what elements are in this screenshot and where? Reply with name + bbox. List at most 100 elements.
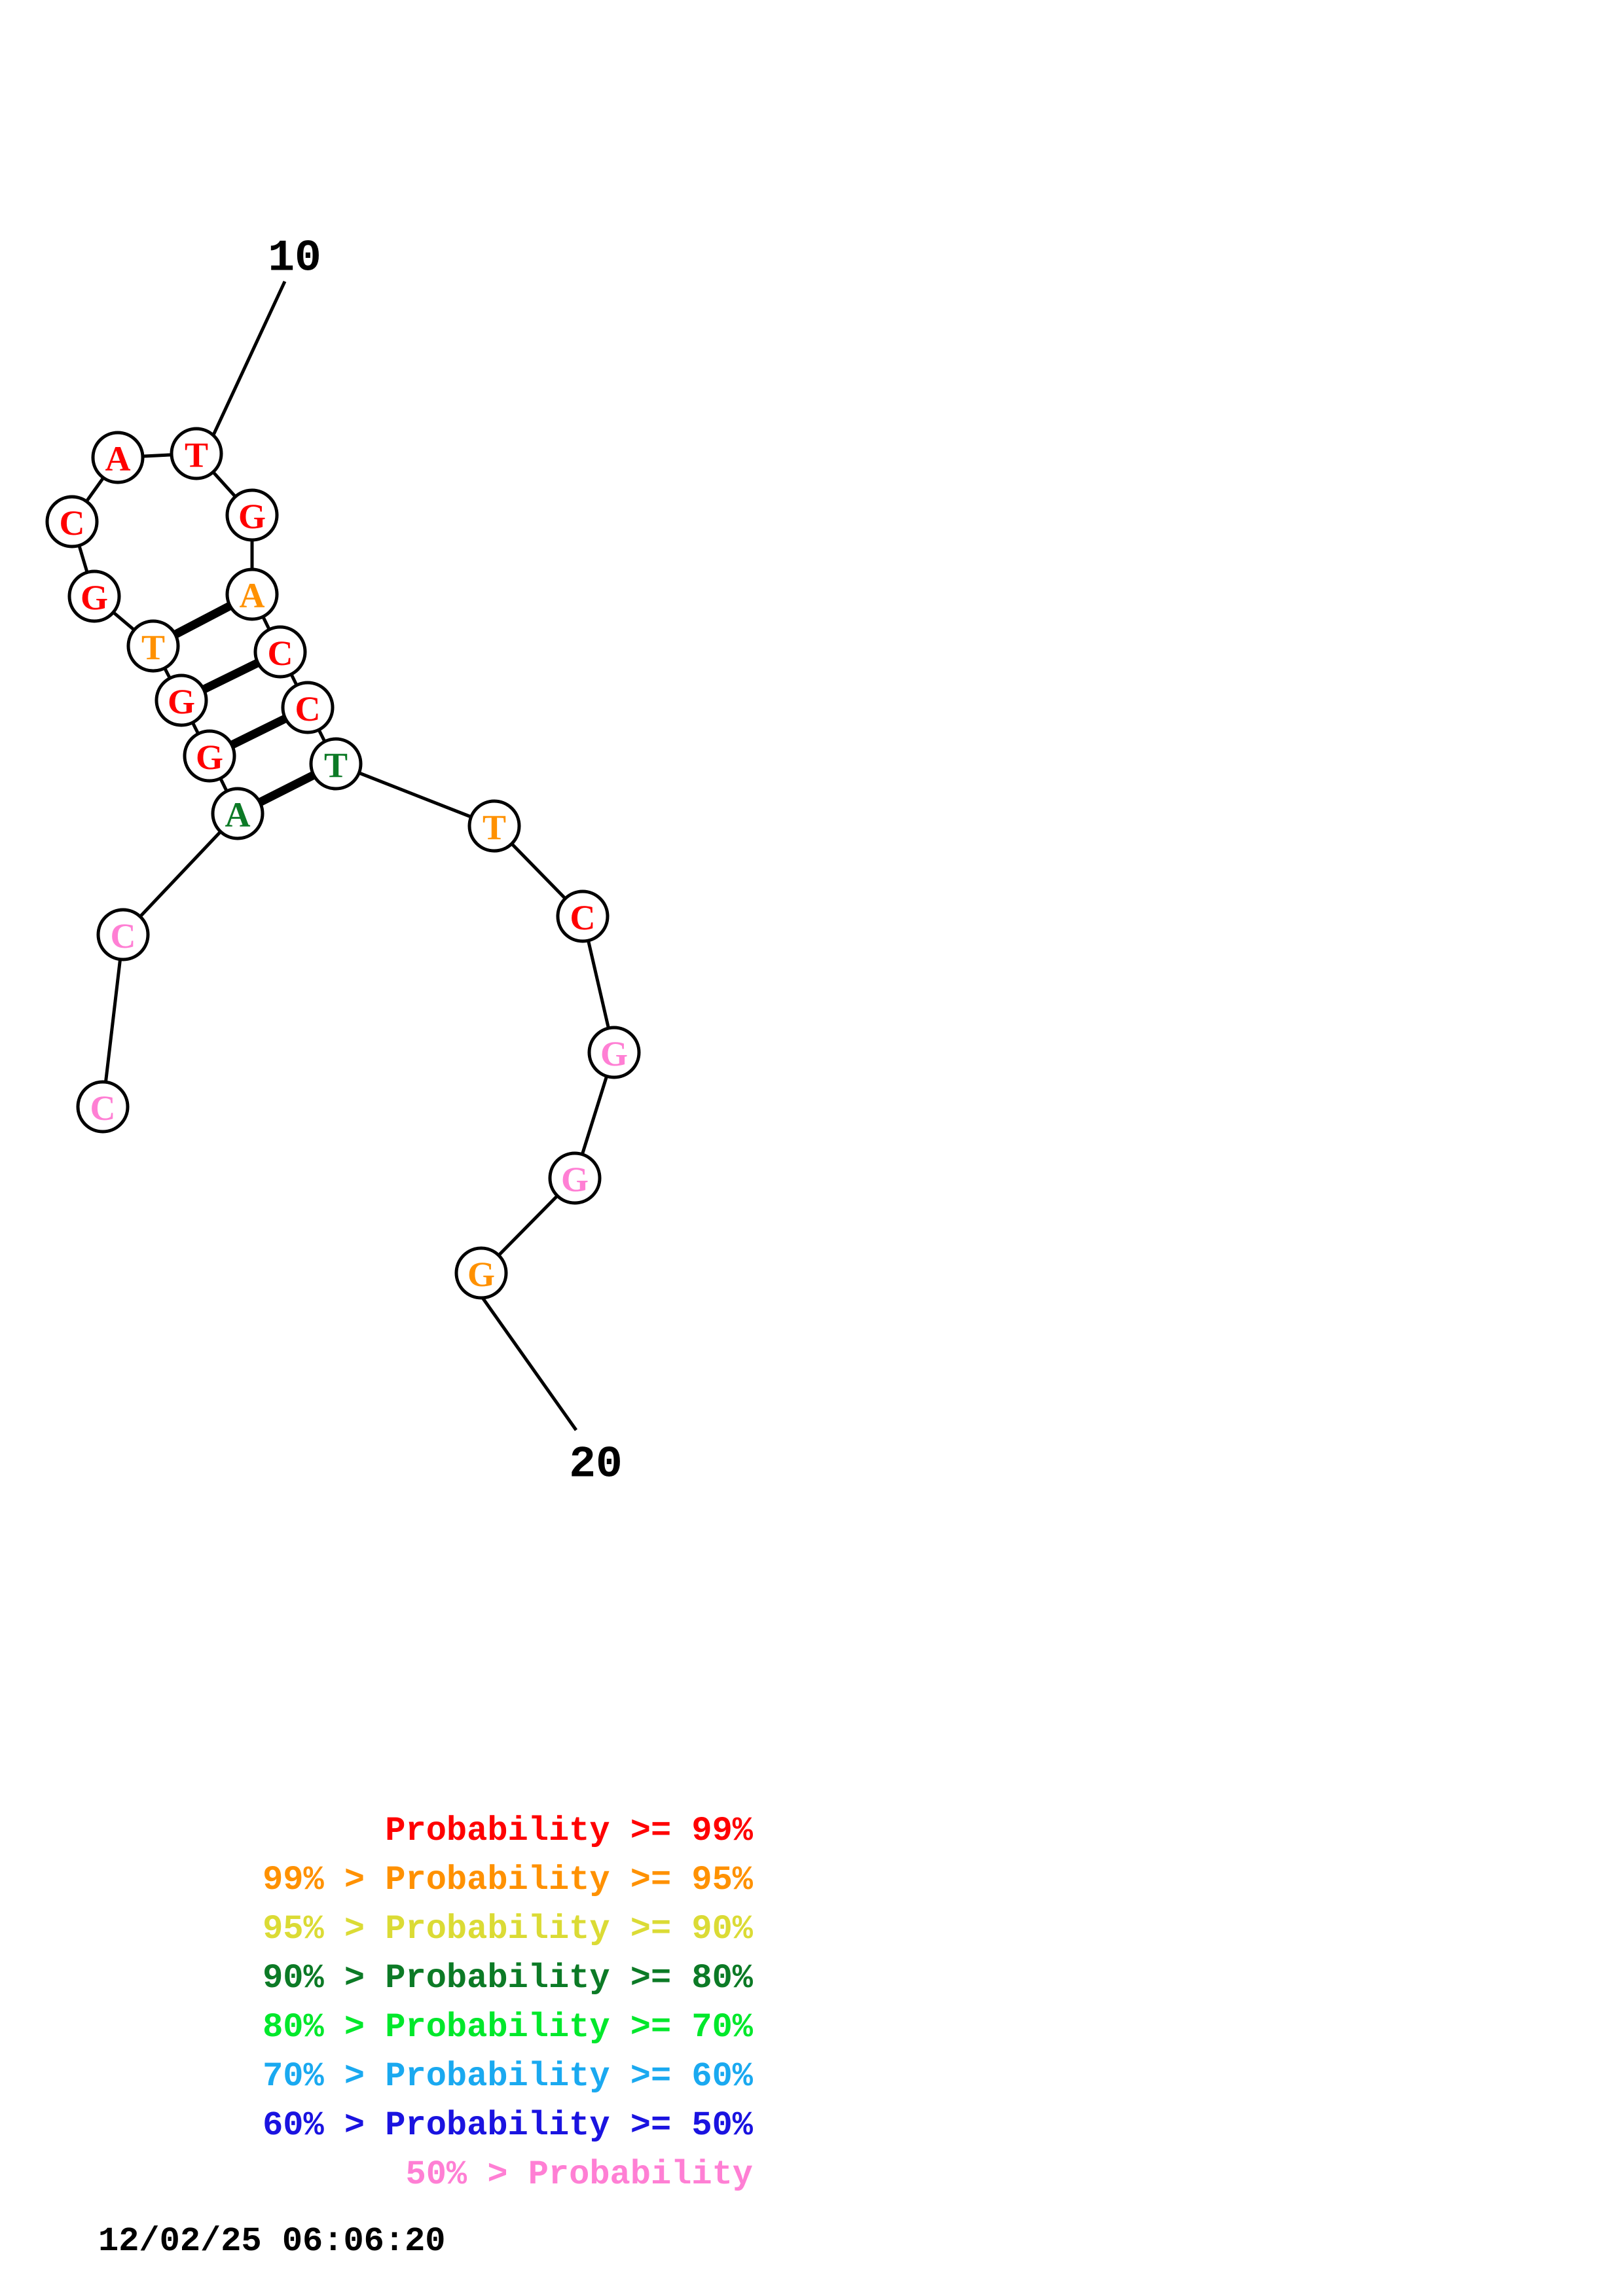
sequence-number-layer: 10 20 [268,234,623,1490]
nucleotide-base-letter: A [225,795,251,834]
nucleotide-circle [45,495,99,548]
nucleotide-node[interactable]: A [91,431,145,484]
backbone-link [219,778,228,792]
backbone-link [580,1075,609,1155]
backbone-link [112,611,136,632]
backbone-layer [77,453,610,1257]
backbone-link [191,721,200,735]
nucleotide-base-letter: C [60,503,85,543]
nucleotide-circle [170,427,223,480]
base-pair-layer [172,601,317,807]
sequence-number-leader-line [479,1295,578,1431]
backbone-link [211,471,237,498]
nucleotide-base-letter: T [324,745,348,785]
nucleotide-circle [587,1026,641,1079]
nucleotide-base-letter: G [81,578,108,617]
nucleotide-circle [281,681,335,734]
backbone-link [85,476,105,503]
nucleotide-node[interactable]: A [225,567,279,621]
nucleotide-node[interactable]: G [183,729,236,783]
nucleotide-node[interactable]: G [587,1026,641,1079]
nucleotide-node[interactable]: C [281,681,335,734]
base-pair-bond [200,658,261,694]
base-pair-bond [228,714,289,749]
nucleotide-node[interactable]: T [170,427,223,480]
nucleotide-base-letter: T [141,628,165,667]
nucleotide-node[interactable]: C [253,625,307,679]
sequence-position-label: 20 [569,1440,623,1490]
nucleotide-circle [556,889,610,943]
nucleotide-base-letter: C [570,898,596,937]
nucleotide-circle [548,1151,602,1205]
nucleotide-base-letter: C [90,1088,116,1128]
nucleotide-circle [126,619,180,673]
nucleotide-circle [211,787,264,840]
legend-row-8: 50% > Probability [405,2155,754,2194]
legend-row-5: 80% > Probability >= 70% [263,2008,753,2047]
nucleotide-node[interactable]: T [309,737,363,791]
nucleotide-base-letter: G [196,738,223,777]
nucleotide-circle [67,569,121,623]
nucleotide-node[interactable]: G [155,673,208,727]
nucleotide-base-letter: C [295,689,321,728]
legend-row-1: Probability >= 99% [385,1812,753,1850]
nucleotide-base-letter: T [483,808,506,847]
nucleotide-base-letter: G [238,497,266,536]
nucleotide-node[interactable]: C [45,495,99,548]
nucleotide-node[interactable]: C [76,1080,130,1134]
nucleotide-node[interactable]: T [467,799,521,853]
nucleotide-circle [467,799,521,853]
backbone-link [77,545,89,573]
nucleotide-node[interactable]: G [67,569,121,623]
nucleotide-circle [454,1246,508,1300]
backbone-link [510,842,567,900]
nucleotide-base-letter: C [111,916,136,956]
base-pair-bond [257,770,317,807]
legend-row-4: 90% > Probability >= 80% [263,1959,753,1998]
nucleotide-base-letter: A [240,576,265,615]
backbone-link [358,771,472,819]
nucleotide-base-letter: G [600,1034,628,1073]
backbone-link [587,940,610,1029]
nucleotide-node[interactable]: C [556,889,610,943]
nucleotide-circle [155,673,208,727]
nucleotide-circle [253,625,307,679]
sequence-position-label: 10 [268,234,321,284]
nucleotide-node[interactable]: T [126,619,180,673]
nucleotide-circle [225,567,279,621]
base-pair-bond [172,601,234,639]
backbone-link [261,616,271,630]
nucleotide-base-letter: G [168,682,195,721]
nucleotide-circle [76,1080,130,1134]
legend-row-7: 60% > Probability >= 50% [263,2106,753,2145]
nucleotide-base-letter: G [561,1160,589,1199]
backbone-link [103,959,122,1083]
nucleotide-circle [183,729,236,783]
nucleotide-node[interactable]: G [454,1246,508,1300]
nucleotide-circle [91,431,145,484]
backbone-link [497,1194,559,1257]
nucleotide-base-letter: T [185,435,208,475]
backbone-link [139,830,222,918]
nucleotide-circle [96,908,150,961]
timestamp-label: 12/02/25 06:06:20 [98,2222,446,2261]
backbone-link [317,728,327,743]
nucleotide-circle [309,737,363,791]
backbone-link [289,673,299,687]
sequence-number-leader-line [205,280,287,450]
legend-row-2: 99% > Probability >= 95% [263,1861,753,1899]
leader-line-layer [205,280,578,1431]
nucleotide-node[interactable]: G [548,1151,602,1205]
nucleotide-base-letter: A [105,439,131,478]
probability-legend: Probability >= 99% 99% > Probability >= 9… [98,1806,753,2199]
backbone-link [142,453,172,458]
backbone-link [163,667,172,679]
nucleotide-base-letter: G [467,1255,495,1294]
nucleotide-node[interactable]: C [96,908,150,961]
nucleotide-base-letter: C [268,634,293,673]
nucleotide-node[interactable]: A [211,787,264,840]
legend-row-3: 95% > Probability >= 90% [263,1910,753,1948]
nucleotide-node[interactable]: G [225,488,279,542]
